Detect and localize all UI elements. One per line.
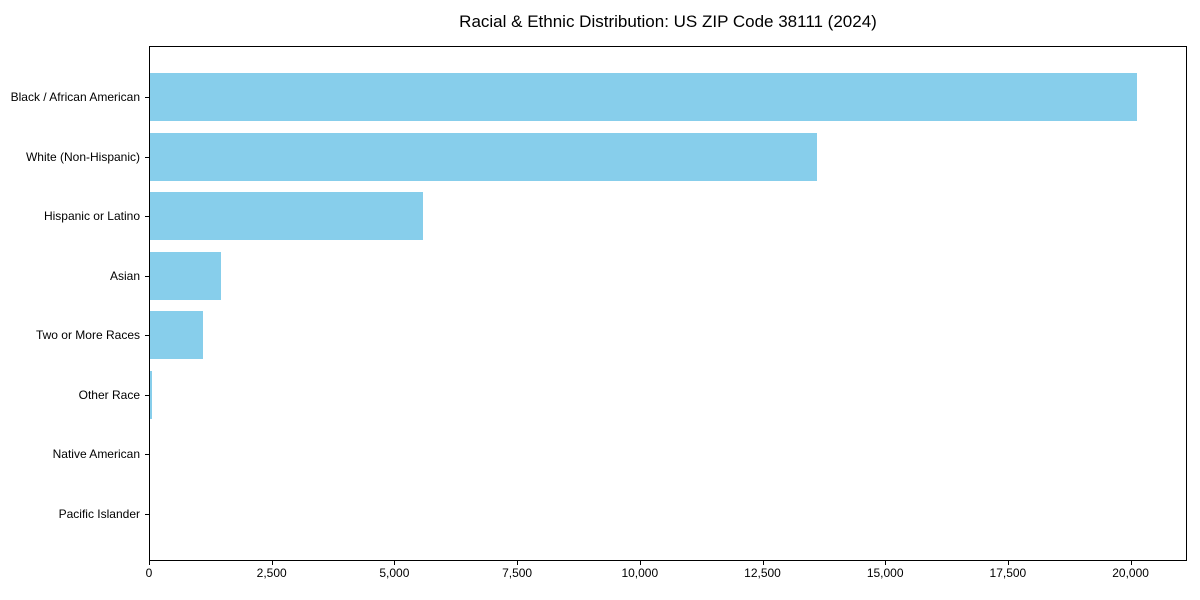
plot-area bbox=[149, 46, 1187, 561]
x-tick-label: 0 bbox=[145, 566, 153, 580]
y-tick-label: Pacific Islander bbox=[58, 506, 140, 521]
y-tick-mark bbox=[145, 216, 149, 218]
x-tick-mark bbox=[885, 561, 887, 565]
x-tick-label: 7,500 bbox=[502, 566, 533, 580]
y-tick-label: Other Race bbox=[78, 387, 140, 402]
bar-hispanic-or-latino bbox=[149, 192, 424, 241]
x-tick-label: 17,500 bbox=[989, 566, 1027, 580]
y-tick-label: Native American bbox=[52, 447, 140, 462]
x-tick-mark bbox=[1130, 561, 1132, 565]
y-tick-mark bbox=[145, 97, 149, 98]
y-tick-label: Hispanic or Latino bbox=[43, 209, 140, 224]
x-tick-mark bbox=[271, 561, 273, 565]
bar-native-american bbox=[149, 430, 150, 479]
bar-white-non-hispanic bbox=[149, 132, 818, 181]
x-tick-mark bbox=[639, 561, 641, 565]
y-tick-label: White (Non-Hispanic) bbox=[25, 149, 140, 164]
x-tick-mark bbox=[1007, 561, 1009, 565]
x-tick-mark bbox=[762, 561, 764, 565]
bar-asian bbox=[149, 251, 222, 300]
y-tick-mark bbox=[145, 394, 149, 396]
x-tick-label: 5,000 bbox=[379, 566, 410, 580]
chart-title: Racial & Ethnic Distribution: US ZIP Cod… bbox=[459, 12, 877, 31]
y-tick-mark bbox=[145, 275, 149, 277]
bar-pacific-islander bbox=[149, 489, 150, 538]
y-tick-label: Asian bbox=[109, 268, 140, 283]
x-tick-label: 10,000 bbox=[621, 566, 659, 580]
y-tick-label: Two or More Races bbox=[35, 328, 140, 343]
y-tick-mark bbox=[145, 513, 149, 515]
y-tick-mark bbox=[145, 156, 149, 158]
x-tick-mark bbox=[149, 561, 150, 565]
bar-black-african-american bbox=[149, 73, 1138, 121]
x-tick-mark bbox=[394, 561, 396, 565]
y-tick-mark bbox=[145, 454, 149, 456]
x-tick-label: 2,500 bbox=[256, 566, 287, 580]
x-tick-mark bbox=[517, 561, 519, 565]
bar-two-or-more-races bbox=[149, 311, 203, 360]
y-tick-label: Black / African American bbox=[10, 90, 140, 104]
y-tick-mark bbox=[145, 335, 149, 337]
x-tick-label: 20,000 bbox=[1112, 566, 1149, 580]
x-tick-label: 12,500 bbox=[744, 566, 781, 580]
x-tick-label: 15,000 bbox=[866, 566, 904, 580]
bar-other-race bbox=[149, 370, 152, 419]
